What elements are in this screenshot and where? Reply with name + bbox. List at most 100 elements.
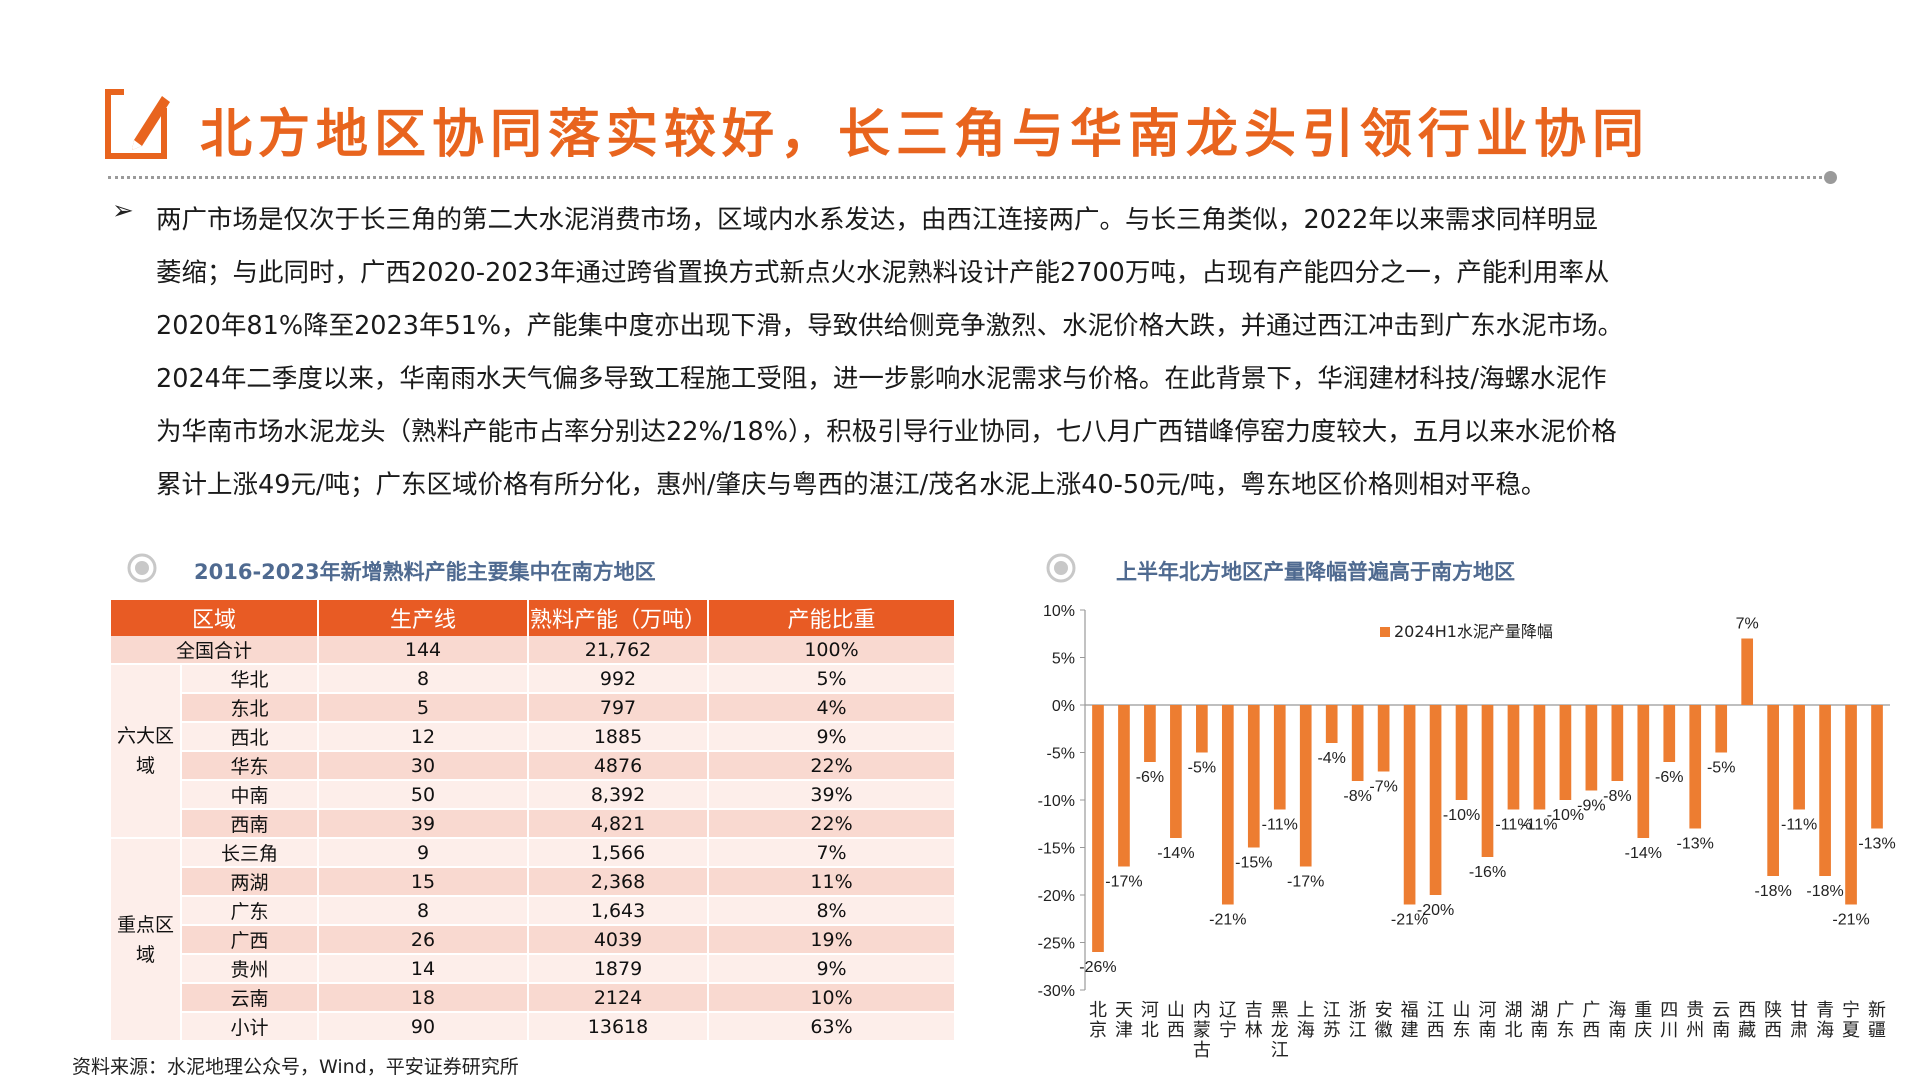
cell-region: 中南: [181, 780, 320, 810]
bar-江西: [1429, 705, 1442, 895]
category-label: 东: [1556, 1020, 1574, 1041]
table-row: 云南 18 2124 10%: [111, 983, 957, 1013]
bar-四川: [1663, 705, 1676, 762]
data-label: -10%: [1547, 807, 1584, 824]
category-label: 辽: [1219, 1000, 1237, 1021]
data-label: -10%: [1443, 807, 1480, 824]
bar-广西: [1585, 705, 1598, 791]
bar-重庆: [1637, 705, 1650, 838]
cell-share: 22%: [708, 751, 957, 781]
cell-region: 全国合计: [111, 636, 320, 665]
table-row-total: 全国合计 144 21,762 100%: [111, 636, 957, 665]
body-paragraph: 两广市场是仅次于长三角的第二大水泥消费市场，区域内水系发达，由西江连接两广。与长…: [156, 194, 1876, 512]
col-header-lines: 生产线: [318, 600, 530, 636]
y-tick-label: 0%: [1052, 698, 1075, 715]
cell-lines: 8: [318, 896, 530, 926]
category-label: 山: [1453, 1000, 1471, 1021]
category-label: 江: [1427, 1000, 1445, 1021]
bar-天津: [1118, 705, 1130, 867]
cell-region: 两湖: [181, 867, 320, 897]
bullet-arrow-icon: ➢: [112, 196, 134, 226]
data-label: -6%: [1655, 769, 1683, 786]
bar-河北: [1144, 705, 1156, 762]
data-label: -5%: [1707, 760, 1735, 777]
bar-吉林: [1247, 705, 1260, 848]
cell-capacity: 4876: [528, 751, 710, 781]
data-label: -16%: [1469, 864, 1506, 881]
cell-region: 东北: [181, 693, 320, 723]
table-row: 西南 39 4,821 22%: [111, 809, 957, 839]
category-label: 西: [1167, 1020, 1185, 1041]
category-label: 重: [1634, 1000, 1652, 1021]
pencil-note-icon: [105, 86, 170, 159]
data-label: -11%: [1262, 817, 1298, 834]
group-label: 六大区域: [111, 664, 182, 839]
category-label: 南: [1608, 1020, 1626, 1041]
cell-share: 9%: [708, 722, 957, 752]
category-label: 新: [1868, 1000, 1886, 1021]
cell-region: 西北: [181, 722, 320, 752]
bar-内蒙古: [1196, 705, 1208, 753]
paragraph-line: 累计上涨49元/吨；广东区域价格有所分化，惠州/肇庆与粤西的湛江/茂名水泥上涨4…: [156, 470, 1547, 500]
data-label: 7%: [1736, 616, 1759, 633]
data-label: -11%: [1495, 817, 1531, 834]
category-label: 江: [1349, 1020, 1367, 1041]
category-label: 龙: [1271, 1020, 1289, 1041]
cell-lines: 8: [318, 664, 530, 694]
cell-region: 华北: [181, 664, 320, 694]
cell-capacity: 797: [528, 693, 710, 723]
category-label: 州: [1686, 1020, 1704, 1041]
data-label: -13%: [1677, 836, 1714, 853]
category-label: 江: [1323, 1000, 1341, 1021]
cell-share: 63%: [708, 1012, 957, 1042]
data-label: -18%: [1806, 883, 1843, 900]
cell-region: 云南: [181, 983, 320, 1013]
category-label: 四: [1660, 1000, 1678, 1021]
category-label: 广: [1582, 1000, 1600, 1021]
cell-capacity: 1885: [528, 722, 710, 752]
table-row: 广西 26 4039 19%: [111, 925, 957, 955]
category-label: 疆: [1868, 1020, 1886, 1041]
data-label: -26%: [1079, 959, 1116, 976]
category-label: 福: [1401, 1000, 1419, 1021]
category-label: 苏: [1323, 1020, 1341, 1041]
paragraph-line: 2020年81%降至2023年51%，产能集中度亦出现下滑，导致供给侧竞争激烈、…: [156, 311, 1624, 341]
table-row: 两湖 15 2,368 11%: [111, 867, 957, 897]
cell-lines: 144: [318, 636, 530, 665]
category-label: 宁: [1842, 1000, 1860, 1021]
category-label: 津: [1115, 1020, 1133, 1041]
bar-海南: [1611, 705, 1624, 781]
y-tick-label: -30%: [1038, 983, 1075, 1000]
col-header-capacity: 熟料产能（万吨）: [528, 600, 710, 636]
bar-黑龙江: [1273, 705, 1286, 810]
category-label: 黑: [1271, 1000, 1289, 1021]
cell-region: 广东: [181, 896, 320, 926]
category-label: 广: [1556, 1000, 1574, 1021]
data-label: -8%: [1603, 788, 1631, 805]
category-label: 江: [1271, 1040, 1289, 1061]
table-row: 华东 30 4876 22%: [111, 751, 957, 781]
data-label: -14%: [1157, 845, 1194, 862]
data-label: -21%: [1832, 912, 1869, 929]
bar-宁夏: [1845, 705, 1857, 905]
category-label: 云: [1712, 1000, 1730, 1021]
category-label: 贵: [1686, 1000, 1704, 1021]
category-label: 京: [1089, 1020, 1107, 1041]
data-label: -14%: [1625, 845, 1662, 862]
cell-capacity: 21,762: [528, 636, 710, 665]
data-label: -17%: [1287, 874, 1324, 891]
category-label: 藏: [1738, 1020, 1756, 1041]
cell-share: 39%: [708, 780, 957, 810]
category-label: 南: [1530, 1020, 1548, 1041]
y-tick-label: -10%: [1038, 793, 1075, 810]
bar-上海: [1299, 705, 1312, 867]
bar-陕西: [1767, 705, 1779, 876]
data-label: -4%: [1317, 750, 1345, 767]
bar-河南: [1481, 705, 1494, 857]
cell-lines: 9: [318, 838, 530, 868]
data-label: -11%: [1521, 817, 1557, 834]
bar-西藏: [1741, 638, 1754, 705]
category-label: 湖: [1504, 1000, 1522, 1021]
table-heading: 2016-2023年新增熟料产能主要集中在南方地区: [194, 560, 656, 584]
category-label: 天: [1115, 1000, 1133, 1021]
